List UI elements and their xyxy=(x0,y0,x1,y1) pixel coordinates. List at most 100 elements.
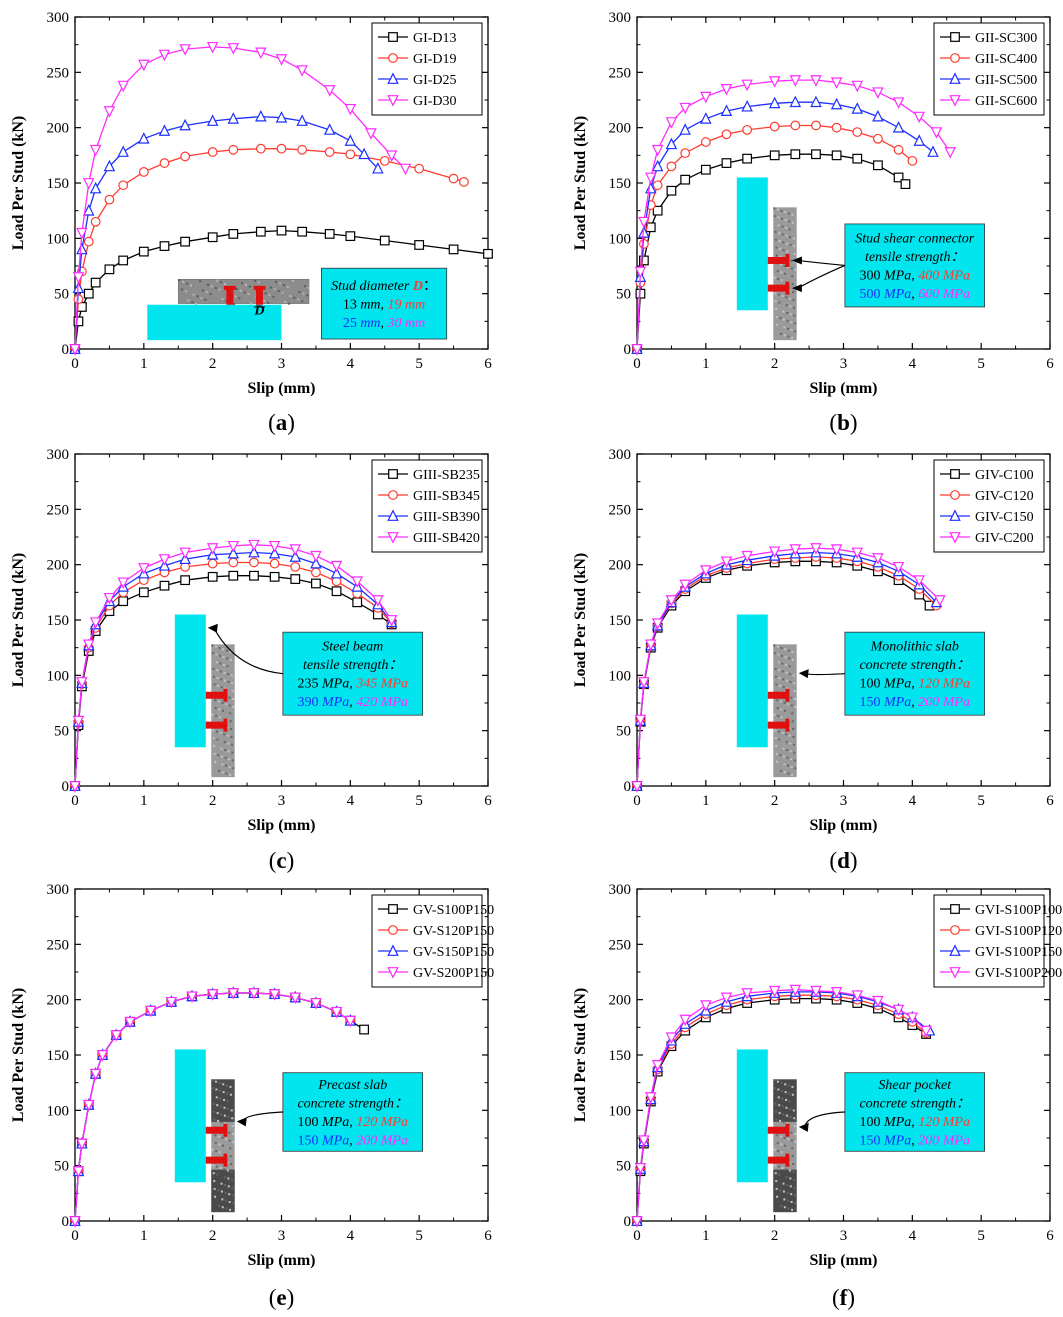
concrete-texture xyxy=(783,709,786,712)
x-tick-label: 1 xyxy=(702,356,710,372)
concrete-texture xyxy=(221,1206,224,1209)
legend-marker xyxy=(388,490,398,500)
concrete-texture xyxy=(776,270,779,273)
x-tick-label: 4 xyxy=(909,1228,917,1244)
stud-head xyxy=(785,718,790,732)
concrete-texture xyxy=(777,1165,780,1168)
concrete-texture xyxy=(792,1109,795,1112)
legend-label: GII-SC600 xyxy=(975,94,1037,109)
data-point xyxy=(344,103,357,116)
data-point xyxy=(206,989,219,1001)
x-tick-label: 3 xyxy=(278,793,286,809)
x-tick-label: 4 xyxy=(909,793,917,809)
data-point xyxy=(652,205,663,216)
annotation-text: Monolithic slab xyxy=(870,640,959,655)
data-point xyxy=(118,255,129,266)
concrete-texture xyxy=(184,290,187,293)
data-point xyxy=(158,124,171,136)
panel-label-open: ( xyxy=(269,848,277,873)
stud-head xyxy=(785,1123,790,1137)
data-point xyxy=(720,556,733,568)
concrete-texture xyxy=(195,302,198,305)
concrete-texture xyxy=(784,1083,787,1086)
data-point xyxy=(290,561,301,572)
concrete-texture xyxy=(780,217,783,220)
concrete-texture xyxy=(228,696,231,699)
data-point xyxy=(186,991,198,1003)
concrete-texture xyxy=(211,652,214,655)
concrete-texture xyxy=(232,1140,235,1143)
annotation-text: 100 xyxy=(298,1115,323,1130)
concrete-texture xyxy=(200,297,203,300)
annotation-text: , xyxy=(911,695,918,710)
data-point xyxy=(138,59,150,72)
data-point xyxy=(358,147,370,160)
concrete-texture xyxy=(793,1186,796,1189)
concrete-texture xyxy=(785,1168,788,1171)
data-point xyxy=(666,185,677,196)
concrete-texture xyxy=(216,1173,219,1176)
legend-label: GI-D19 xyxy=(413,52,457,67)
arrow-head xyxy=(798,1122,809,1132)
concrete-texture xyxy=(793,314,796,317)
concrete-texture xyxy=(780,1143,783,1146)
annotation-text: Stud diameter xyxy=(331,279,413,294)
legend-label: GI-D13 xyxy=(413,31,457,46)
concrete-texture xyxy=(774,300,777,303)
legend-marker xyxy=(950,490,960,500)
data-point xyxy=(651,144,664,157)
y-tick-label: 300 xyxy=(47,447,70,463)
data-point xyxy=(83,288,94,299)
concrete-texture xyxy=(777,1096,780,1099)
concrete-texture xyxy=(220,1182,223,1185)
concrete-texture xyxy=(258,281,261,284)
annotation-text: 25 xyxy=(343,316,361,331)
annotation-line: tensile strength： xyxy=(303,658,402,673)
annotation-text: 120 MPa xyxy=(356,1115,408,1130)
annotation-text: , xyxy=(349,677,356,692)
concrete-texture xyxy=(219,662,222,665)
y-tick-label: 200 xyxy=(609,558,632,574)
concrete-texture xyxy=(786,250,789,253)
concrete-texture xyxy=(783,771,786,774)
concrete-texture xyxy=(791,1147,794,1150)
data-point xyxy=(790,120,801,131)
data-point xyxy=(138,167,149,177)
data-point xyxy=(892,121,905,133)
data-point xyxy=(459,176,469,187)
data-point xyxy=(651,1060,664,1072)
legend-marker xyxy=(949,532,961,544)
x-tick-label: 6 xyxy=(484,793,492,809)
data-point xyxy=(76,1138,88,1151)
concrete-texture xyxy=(228,1200,231,1203)
y-axis-title: Load Per Stud (kN) xyxy=(10,988,27,1122)
x-tick-label: 5 xyxy=(415,356,423,372)
concrete-texture xyxy=(777,224,780,227)
concrete-texture xyxy=(787,772,790,775)
concrete-texture xyxy=(233,303,236,306)
annotation-text: , xyxy=(911,677,918,692)
annotation-text: Shear pocket xyxy=(878,1078,952,1093)
concrete-texture xyxy=(776,707,779,710)
legend-label: GIV-C200 xyxy=(975,531,1034,546)
x-tick-label: 2 xyxy=(771,1228,779,1244)
x-tick-label: 2 xyxy=(771,793,779,809)
concrete-texture xyxy=(786,1122,789,1125)
data-point xyxy=(89,181,102,194)
stud-head xyxy=(785,281,790,295)
y-tick-label: 100 xyxy=(609,1103,632,1119)
data-point xyxy=(228,570,239,581)
concrete-texture xyxy=(267,301,270,304)
precast-slab-part xyxy=(211,1079,235,1122)
concrete-texture xyxy=(219,1097,222,1100)
concrete-texture xyxy=(211,1148,214,1151)
x-tick-label: 2 xyxy=(209,793,217,809)
annotation-text: , xyxy=(349,1133,356,1148)
concrete-texture xyxy=(774,729,777,732)
concrete-texture xyxy=(216,677,219,680)
concrete-texture xyxy=(788,228,791,231)
data-point xyxy=(830,987,843,999)
concrete-texture xyxy=(213,683,216,686)
data-point xyxy=(310,998,322,1010)
